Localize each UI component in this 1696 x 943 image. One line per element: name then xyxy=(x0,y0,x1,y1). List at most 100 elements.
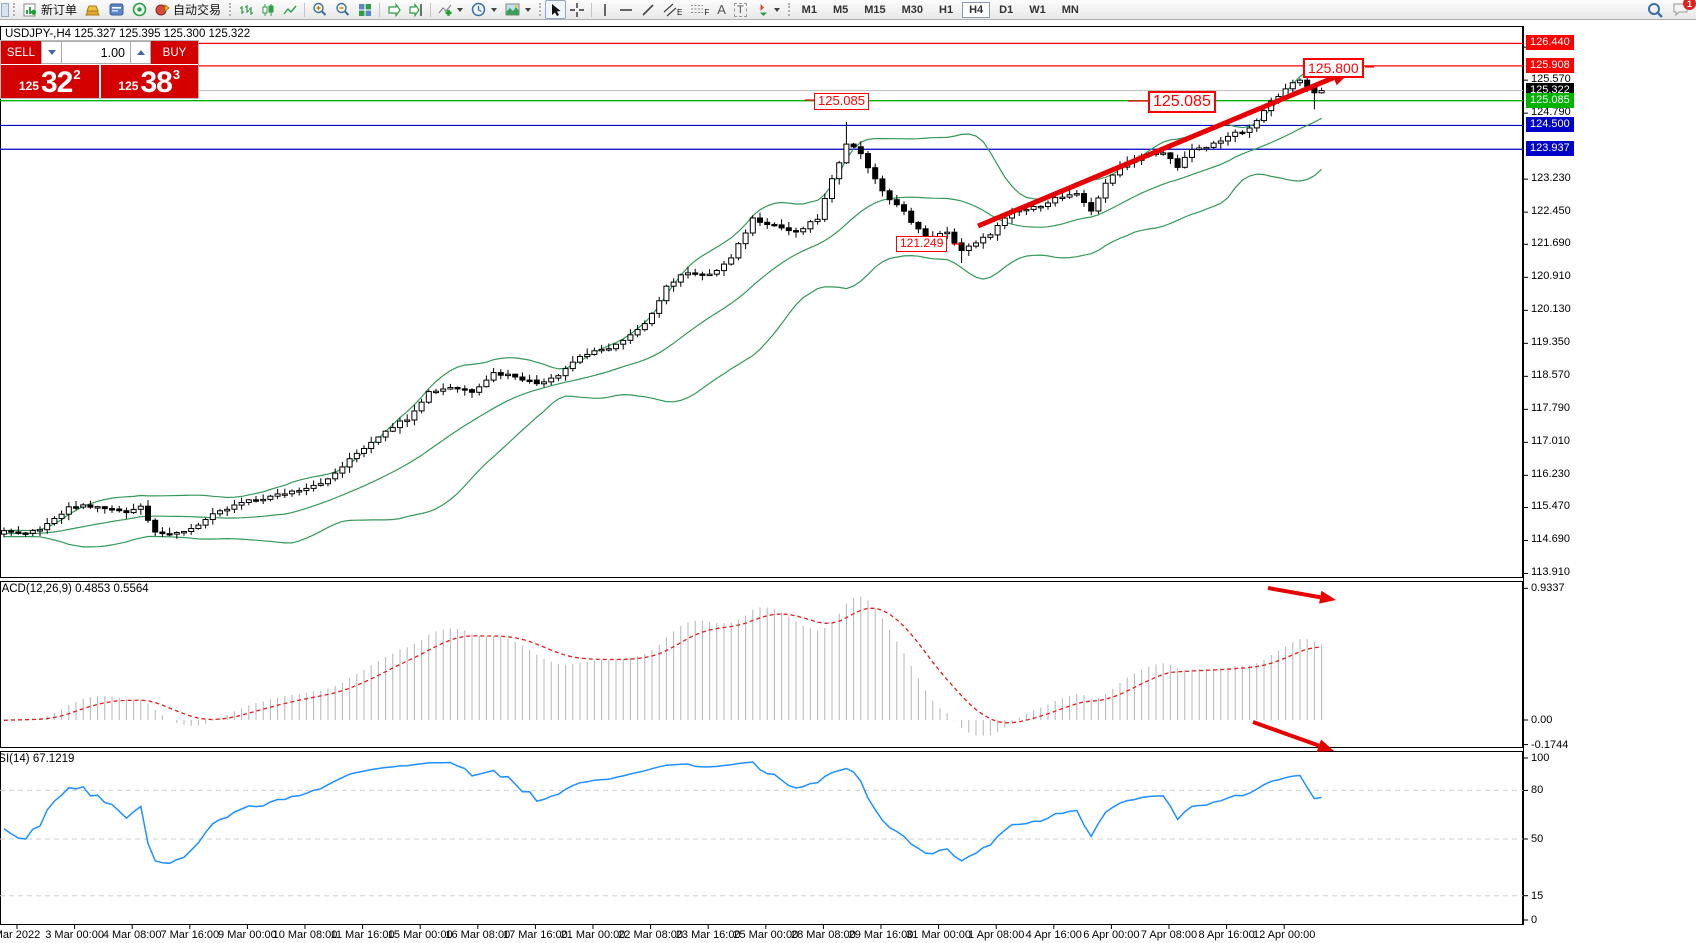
timeframe-button-m30[interactable]: M30 xyxy=(901,3,924,16)
timeframe-button-mn[interactable]: MN xyxy=(1061,3,1079,16)
rsi-indicator-label: RSI(14) 67.1219 xyxy=(0,753,75,765)
channel-button[interactable]: E xyxy=(659,0,686,19)
price-axis-label: 121.690 xyxy=(1531,237,1571,250)
fibonacci-button[interactable]: F xyxy=(686,0,713,19)
date-axis-label: 17 Mar 16:00 xyxy=(502,929,568,941)
sell-price-point: 2 xyxy=(73,67,81,82)
sell-price-big-figure: 125 xyxy=(18,79,39,93)
timeframe-button-m15[interactable]: M15 xyxy=(864,3,886,16)
sell-button[interactable]: SELL xyxy=(1,41,41,64)
trend-arrow-line[interactable] xyxy=(1252,720,1320,748)
text-button[interactable]: A xyxy=(713,0,730,19)
zoom-out-button[interactable] xyxy=(331,0,354,19)
sell-price-display[interactable]: 125 32 2 xyxy=(1,65,99,98)
candlestick-chart-button[interactable] xyxy=(257,0,279,19)
arrows-button[interactable] xyxy=(751,0,784,19)
sell-price-pips: 32 xyxy=(40,66,73,99)
price-axis-label: 120.130 xyxy=(1531,303,1571,316)
rsi-axis-label: 15 xyxy=(1531,889,1544,902)
price-axis-label: 115.470 xyxy=(1531,500,1570,513)
price-axis-label: 117.010 xyxy=(1531,435,1570,448)
timeframe-button-m5[interactable]: M5 xyxy=(832,3,849,16)
notification-button[interactable]: 1 xyxy=(1672,0,1696,20)
timeframe-button-h1[interactable]: H1 xyxy=(939,3,954,16)
template-button[interactable] xyxy=(501,0,535,19)
add-indicator-button[interactable] xyxy=(434,0,467,19)
toolbar-grip[interactable] xyxy=(13,3,15,16)
crosshair-icon xyxy=(570,2,585,17)
text-label-button[interactable]: T xyxy=(730,0,751,19)
price-axis-label: 116.230 xyxy=(1531,468,1570,481)
date-axis-label: 22 Mar 08:00 xyxy=(618,929,684,941)
price-axis-label: 125.570 xyxy=(1531,73,1571,86)
periods-icon xyxy=(471,2,486,17)
volume-decrease-button[interactable] xyxy=(41,41,62,64)
timeframe-button-h4[interactable]: H4 xyxy=(962,1,991,18)
volume-input[interactable] xyxy=(62,41,130,64)
trade-panel-icon xyxy=(109,3,124,16)
fibo-sub-label: F xyxy=(704,8,710,17)
date-axis-label: 8 Apr 16:00 xyxy=(1198,929,1255,941)
auto-scroll-button[interactable] xyxy=(383,0,405,19)
toolbar-grip[interactable] xyxy=(229,3,232,16)
search-icon[interactable] xyxy=(1647,2,1664,19)
autotrade-icon xyxy=(155,4,170,16)
zoom-in-button[interactable] xyxy=(308,0,331,19)
date-axis-label: 3 Mar 00:00 xyxy=(45,929,104,941)
date-axis-label: 23 Mar 16:00 xyxy=(675,929,741,941)
bollinger-lower-band xyxy=(4,168,1322,548)
notification-count-badge: 1 xyxy=(1683,0,1696,10)
price-annotation-label[interactable]: 125.800 xyxy=(1303,58,1364,79)
trend-arrow-head xyxy=(1316,739,1334,752)
rsi-axis-label: 100 xyxy=(1531,752,1550,764)
cursor-button[interactable] xyxy=(545,0,567,19)
volume-increase-button[interactable] xyxy=(130,41,151,64)
vertical-line-button[interactable] xyxy=(595,0,615,19)
price-axis-badge: 126.440 xyxy=(1526,35,1574,51)
trade-panel-button[interactable] xyxy=(105,0,128,19)
price-axis-label: 113.910 xyxy=(1531,566,1570,579)
horizontal-line-icon xyxy=(620,8,633,11)
date-axis-label: 6 Apr 00:00 xyxy=(1083,929,1140,941)
autotrading-button[interactable]: 自动交易 xyxy=(151,0,225,19)
line-chart-button[interactable] xyxy=(279,0,301,19)
trendline-button[interactable] xyxy=(637,0,659,19)
candlestick-chart-icon xyxy=(262,3,274,16)
toolbar-grip[interactable] xyxy=(539,3,542,16)
gold-button[interactable] xyxy=(81,0,105,19)
channel-icon xyxy=(663,3,677,16)
toolbar-separator xyxy=(591,2,593,17)
buy-button[interactable]: BUY xyxy=(151,41,198,64)
price-annotation-label[interactable]: 125.085 xyxy=(1148,91,1216,114)
tile-windows-button[interactable] xyxy=(354,0,376,19)
chart-shift-button[interactable] xyxy=(405,0,427,19)
toolbar-grip[interactable] xyxy=(787,3,790,16)
date-axis-label: 4 Apr 16:00 xyxy=(1025,929,1082,941)
signals-button[interactable] xyxy=(128,0,151,19)
trend-arrow-line[interactable] xyxy=(977,75,1335,229)
buy-price-point: 3 xyxy=(172,67,181,82)
price-annotation-label[interactable]: 121.249 xyxy=(896,236,948,252)
buy-price-display[interactable]: 125 38 3 xyxy=(100,65,198,98)
zoom-in-icon xyxy=(313,2,327,16)
new-order-button[interactable]: 新订单 xyxy=(19,0,81,19)
fibonacci-icon xyxy=(691,4,704,13)
bar-chart-button[interactable] xyxy=(235,0,257,19)
trend-arrow-line[interactable] xyxy=(1267,586,1321,600)
macd-axis-label: 0.00 xyxy=(1531,714,1553,726)
order-panel-price-row: 125 32 2 125 38 3 xyxy=(1,64,198,98)
crosshair-button[interactable] xyxy=(566,0,588,19)
horizontal-line-button[interactable] xyxy=(615,0,637,19)
periods-button[interactable] xyxy=(467,0,501,19)
date-axis-label: 15 Mar 00:00 xyxy=(387,929,453,941)
date-axis-label: 29 Mar 16:00 xyxy=(848,929,914,941)
price-axis-label: 118.570 xyxy=(1531,369,1570,382)
timeframe-button-d1[interactable]: D1 xyxy=(999,3,1014,16)
price-axis-label: 122.450 xyxy=(1531,205,1571,218)
timeframe-button-m1[interactable]: M1 xyxy=(801,3,817,16)
arrows-icon xyxy=(759,3,767,16)
toolbar-separator xyxy=(304,2,306,17)
timeframe-button-w1[interactable]: W1 xyxy=(1029,3,1046,16)
price-annotation-label[interactable]: 125.085 xyxy=(814,93,869,110)
